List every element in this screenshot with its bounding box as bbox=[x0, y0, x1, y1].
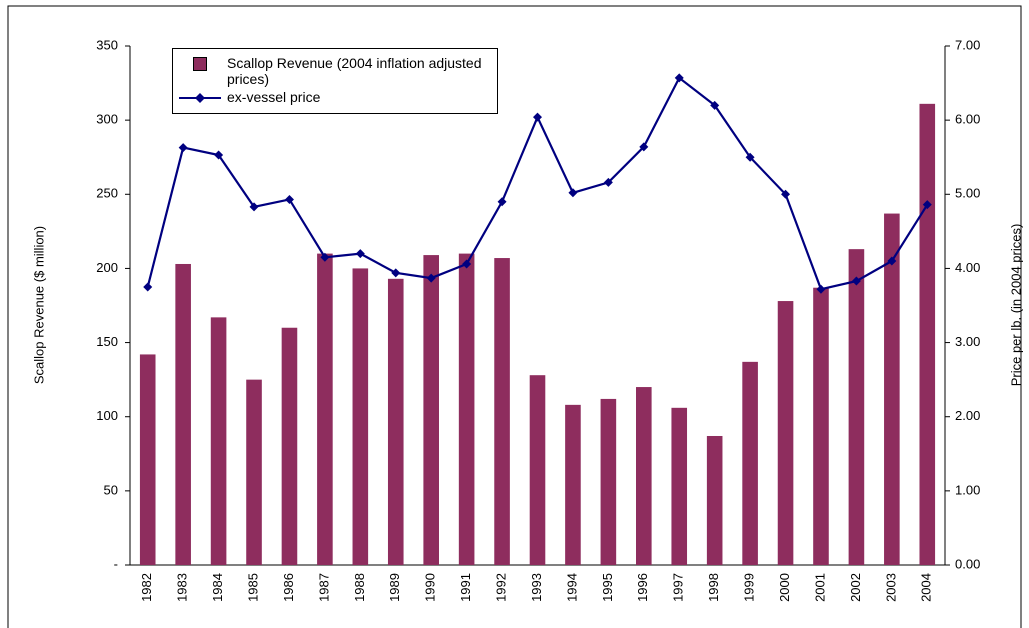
y-tick-label: 150 bbox=[96, 334, 118, 349]
y2-tick-label: 1.00 bbox=[955, 482, 980, 497]
bar bbox=[777, 301, 794, 565]
x-tick-label: 1983 bbox=[175, 573, 190, 602]
x-tick-label: 1986 bbox=[281, 573, 296, 602]
marker bbox=[355, 249, 365, 259]
marker bbox=[710, 100, 720, 110]
x-tick-label: 1999 bbox=[742, 573, 757, 602]
x-tick-label: 1982 bbox=[139, 573, 154, 602]
marker bbox=[497, 197, 507, 207]
bar bbox=[848, 249, 865, 565]
x-tick-label: 1988 bbox=[352, 573, 367, 602]
bar bbox=[529, 375, 546, 565]
x-tick-label: 1990 bbox=[423, 573, 438, 602]
y2-tick-label: 3.00 bbox=[955, 334, 980, 349]
marker bbox=[816, 284, 826, 294]
x-tick-label: 1989 bbox=[387, 573, 402, 602]
bar bbox=[636, 387, 652, 565]
y2-tick-label: 7.00 bbox=[955, 37, 980, 52]
bar bbox=[246, 379, 262, 565]
marker bbox=[887, 256, 897, 266]
bar bbox=[565, 404, 581, 565]
x-tick-label: 1995 bbox=[600, 573, 615, 602]
bar bbox=[600, 398, 617, 565]
y-tick-label: 300 bbox=[96, 112, 118, 127]
legend-entry: Scallop Revenue (2004 inflation adjusted… bbox=[179, 55, 491, 87]
x-tick-label: 1996 bbox=[635, 573, 650, 602]
marker bbox=[922, 200, 932, 210]
y-tick-label: 250 bbox=[96, 186, 118, 201]
marker bbox=[249, 202, 259, 212]
y-tick-label: 350 bbox=[96, 37, 118, 52]
y-tick-label: 200 bbox=[96, 260, 118, 275]
bar bbox=[210, 317, 227, 565]
legend-label: Scallop Revenue (2004 inflation adjusted… bbox=[227, 55, 482, 87]
x-tick-label: 1997 bbox=[671, 573, 686, 602]
bar bbox=[423, 255, 439, 565]
x-tick-label: 2004 bbox=[919, 573, 934, 602]
bar bbox=[671, 407, 688, 565]
x-tick-label: 1984 bbox=[210, 573, 225, 602]
bar bbox=[742, 361, 758, 565]
x-tick-label: 1992 bbox=[494, 573, 509, 602]
marker bbox=[143, 282, 153, 292]
marker bbox=[745, 152, 755, 162]
bar bbox=[813, 287, 829, 565]
marker bbox=[533, 112, 542, 122]
marker bbox=[284, 194, 294, 204]
y2-tick-label: 6.00 bbox=[955, 112, 980, 127]
x-tick-label: 1985 bbox=[245, 573, 260, 602]
marker bbox=[214, 150, 224, 160]
y2-tick-label: 5.00 bbox=[955, 186, 980, 201]
bar bbox=[458, 253, 475, 565]
x-tick-label: 2003 bbox=[883, 573, 898, 602]
y-axis-title: Scallop Revenue ($ million) bbox=[31, 226, 46, 384]
bar bbox=[175, 263, 191, 565]
marker bbox=[781, 189, 791, 199]
x-tick-label: 1998 bbox=[706, 573, 721, 602]
marker bbox=[178, 143, 188, 153]
marker bbox=[851, 276, 861, 286]
bar bbox=[352, 268, 369, 565]
bar bbox=[919, 103, 936, 566]
legend-entry: ex-vessel price bbox=[179, 89, 491, 107]
y-tick-label: - bbox=[114, 556, 118, 571]
y-tick-label: 50 bbox=[104, 482, 118, 497]
legend: Scallop Revenue (2004 inflation adjusted… bbox=[172, 48, 498, 114]
marker bbox=[568, 188, 578, 198]
legend-key bbox=[179, 55, 221, 73]
x-tick-label: 2002 bbox=[848, 573, 863, 602]
bar bbox=[281, 327, 298, 565]
bar bbox=[706, 435, 723, 565]
marker bbox=[674, 73, 684, 83]
x-tick-label: 1993 bbox=[529, 573, 544, 602]
x-tick-label: 1987 bbox=[316, 573, 331, 602]
bar bbox=[494, 258, 510, 565]
bar bbox=[317, 253, 333, 565]
marker bbox=[426, 273, 436, 283]
bar bbox=[387, 278, 404, 565]
y2-tick-label: 4.00 bbox=[955, 260, 980, 275]
marker bbox=[391, 268, 401, 278]
x-tick-label: 1991 bbox=[458, 573, 473, 602]
bar bbox=[139, 354, 156, 565]
marker bbox=[320, 252, 330, 262]
x-tick-label: 2001 bbox=[812, 573, 827, 602]
y2-tick-label: 0.00 bbox=[955, 556, 980, 571]
y2-tick-label: 2.00 bbox=[955, 408, 980, 423]
marker bbox=[639, 142, 649, 152]
chart-frame bbox=[7, 5, 1022, 628]
marker bbox=[462, 259, 472, 269]
bar bbox=[884, 213, 900, 565]
legend-label: ex-vessel price bbox=[227, 89, 321, 105]
legend-key bbox=[179, 89, 221, 107]
y2-axis-title: Price per lb. (in 2004 prices) bbox=[1008, 224, 1023, 387]
marker bbox=[603, 177, 613, 187]
y-tick-label: 100 bbox=[96, 408, 118, 423]
x-tick-label: 1994 bbox=[564, 573, 579, 602]
x-tick-label: 2000 bbox=[777, 573, 792, 602]
